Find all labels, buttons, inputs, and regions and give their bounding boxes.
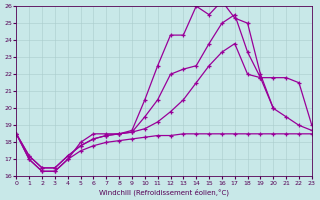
X-axis label: Windchill (Refroidissement éolien,°C): Windchill (Refroidissement éolien,°C)	[99, 188, 229, 196]
